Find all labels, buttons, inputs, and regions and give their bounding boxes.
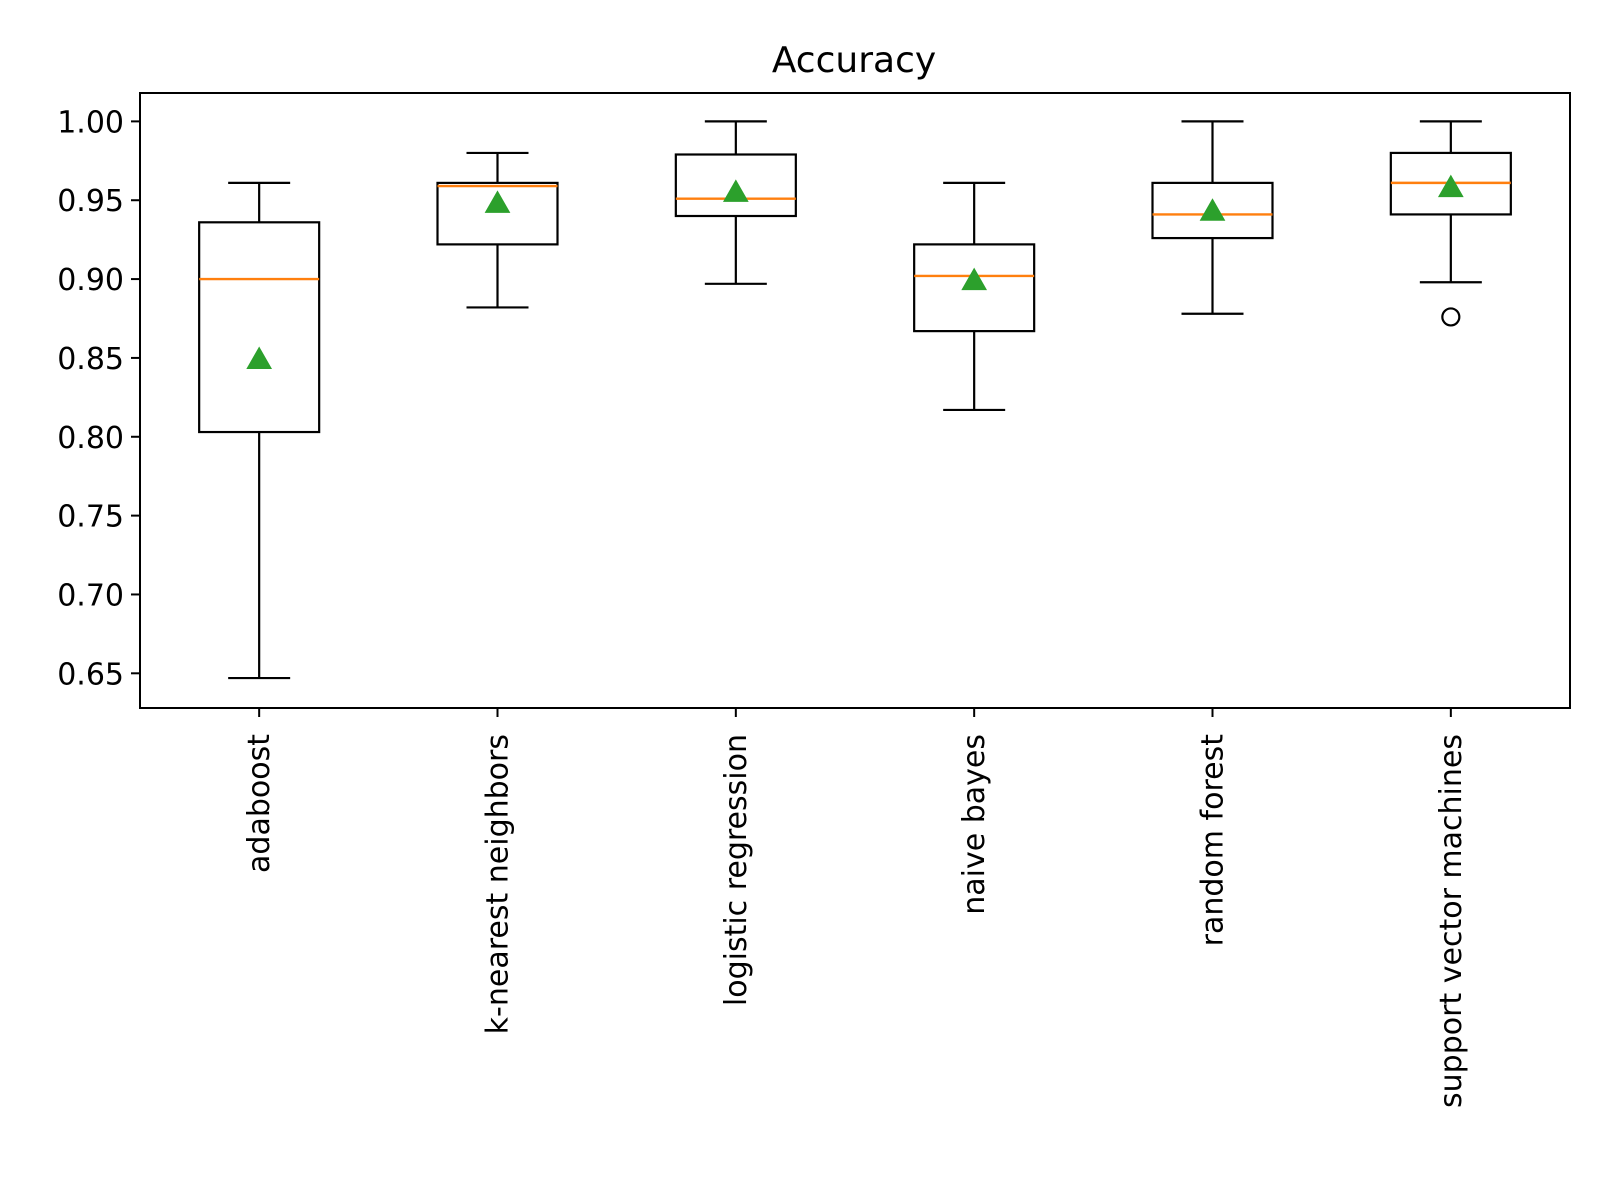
mean-marker bbox=[1199, 198, 1226, 221]
chart-title: Accuracy bbox=[772, 40, 936, 81]
box bbox=[1151, 181, 1274, 240]
y-tick-label: 1.00 bbox=[57, 105, 124, 140]
y-tick-label: 0.85 bbox=[57, 342, 124, 377]
mean-marker bbox=[484, 190, 511, 213]
y-tick-label: 0.75 bbox=[57, 500, 124, 535]
y-tick-label: 0.90 bbox=[57, 263, 124, 298]
box bbox=[674, 153, 797, 218]
x-tick-label: logistic regression bbox=[719, 734, 754, 1006]
mean-marker bbox=[1437, 174, 1464, 198]
box bbox=[913, 243, 1036, 333]
y-tick-label: 0.70 bbox=[57, 578, 124, 613]
axes-frame bbox=[139, 92, 1571, 709]
x-tick-label: adaboost bbox=[242, 734, 277, 873]
y-tick-label: 0.95 bbox=[57, 184, 124, 219]
box bbox=[436, 181, 559, 246]
x-tick-label: random forest bbox=[1196, 734, 1231, 947]
plot-area: 0.65 0.70 0.75 0.80 0.85 0.90 0.95 1.00 adaboost… bbox=[57, 92, 1571, 1108]
outlier-point bbox=[1441, 307, 1461, 327]
x-tick-label: support vector machines bbox=[1434, 734, 1469, 1108]
box bbox=[198, 221, 321, 434]
mean-marker bbox=[246, 346, 273, 369]
x-tick-label: naive bayes bbox=[957, 734, 992, 915]
mean-marker bbox=[961, 267, 988, 291]
y-tick-label: 0.65 bbox=[57, 657, 124, 692]
x-tick-label: k-nearest neighbors bbox=[481, 734, 516, 1034]
mean-marker bbox=[722, 179, 749, 202]
y-tick-label: 0.80 bbox=[57, 421, 124, 456]
